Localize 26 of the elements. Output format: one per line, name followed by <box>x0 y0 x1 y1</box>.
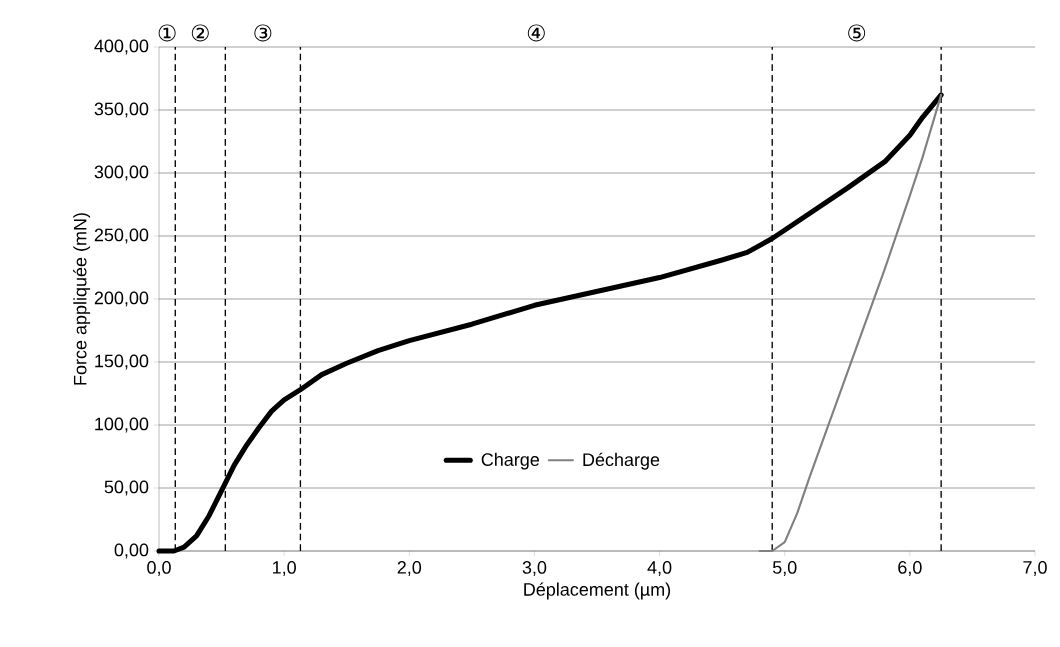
y-tick-label: 0,00 <box>114 543 149 559</box>
x-tick-label: 6,0 <box>898 561 922 576</box>
y-tick-label: 200,00 <box>94 291 149 307</box>
y-tick-label: 50,00 <box>104 480 149 496</box>
x-tick-label: 1,0 <box>273 561 296 576</box>
legend-label: Décharge <box>583 452 660 470</box>
text: ③ <box>254 24 272 42</box>
y-tick-label: 150,00 <box>95 354 149 370</box>
text: ② <box>191 24 209 42</box>
x-tick-label: 4,0 <box>647 561 672 576</box>
legend-label: Charge <box>481 452 540 470</box>
x-tick-label: 2,0 <box>397 561 422 576</box>
x-axis-title: Déplacement (µm) <box>524 582 671 600</box>
x-tick-label: 0,0 <box>147 561 171 576</box>
text: ⑤ <box>848 24 866 42</box>
x-tick-label: 5,0 <box>772 561 797 576</box>
x-tick-label: 7,0 <box>1023 561 1047 576</box>
y-tick-label: 300,00 <box>94 165 149 181</box>
y-tick-label: 400,00 <box>94 39 149 55</box>
y-tick-label: 250,00 <box>94 228 149 244</box>
y-tick-label: 350,00 <box>94 102 149 118</box>
text: ④ <box>527 24 545 42</box>
y-axis-title: Force appliquée (mN) <box>73 213 91 385</box>
y-tick-label: 100,00 <box>95 417 149 433</box>
text: ① <box>158 24 176 42</box>
x-tick-label: 3,0 <box>522 561 547 576</box>
